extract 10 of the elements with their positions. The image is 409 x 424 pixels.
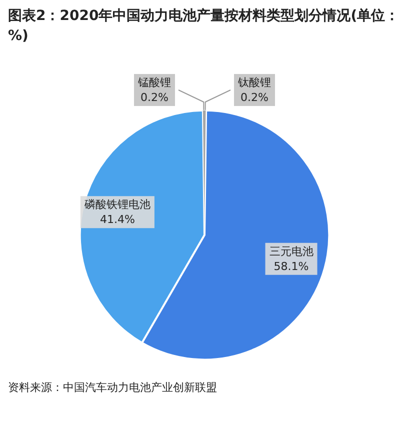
data-label: 0.2% — [240, 90, 268, 104]
slice-label: 锰酸锂 — [137, 76, 171, 89]
data-label: 0.2% — [140, 90, 168, 104]
slice-label: 三元电池 — [269, 244, 314, 258]
text: 资料来源：中国汽车动力电池产业创新联盟 — [8, 380, 217, 395]
data-label: 41.4% — [100, 213, 135, 226]
data-label: 58.1% — [274, 260, 309, 273]
slice-label: 磷酸铁锂电池 — [83, 198, 150, 212]
chart-title: 图表2：2020年中国动力电池产量按材料类型划分情况(单位：%) — [8, 7, 400, 46]
slice-label: 钛酸锂 — [237, 76, 271, 89]
